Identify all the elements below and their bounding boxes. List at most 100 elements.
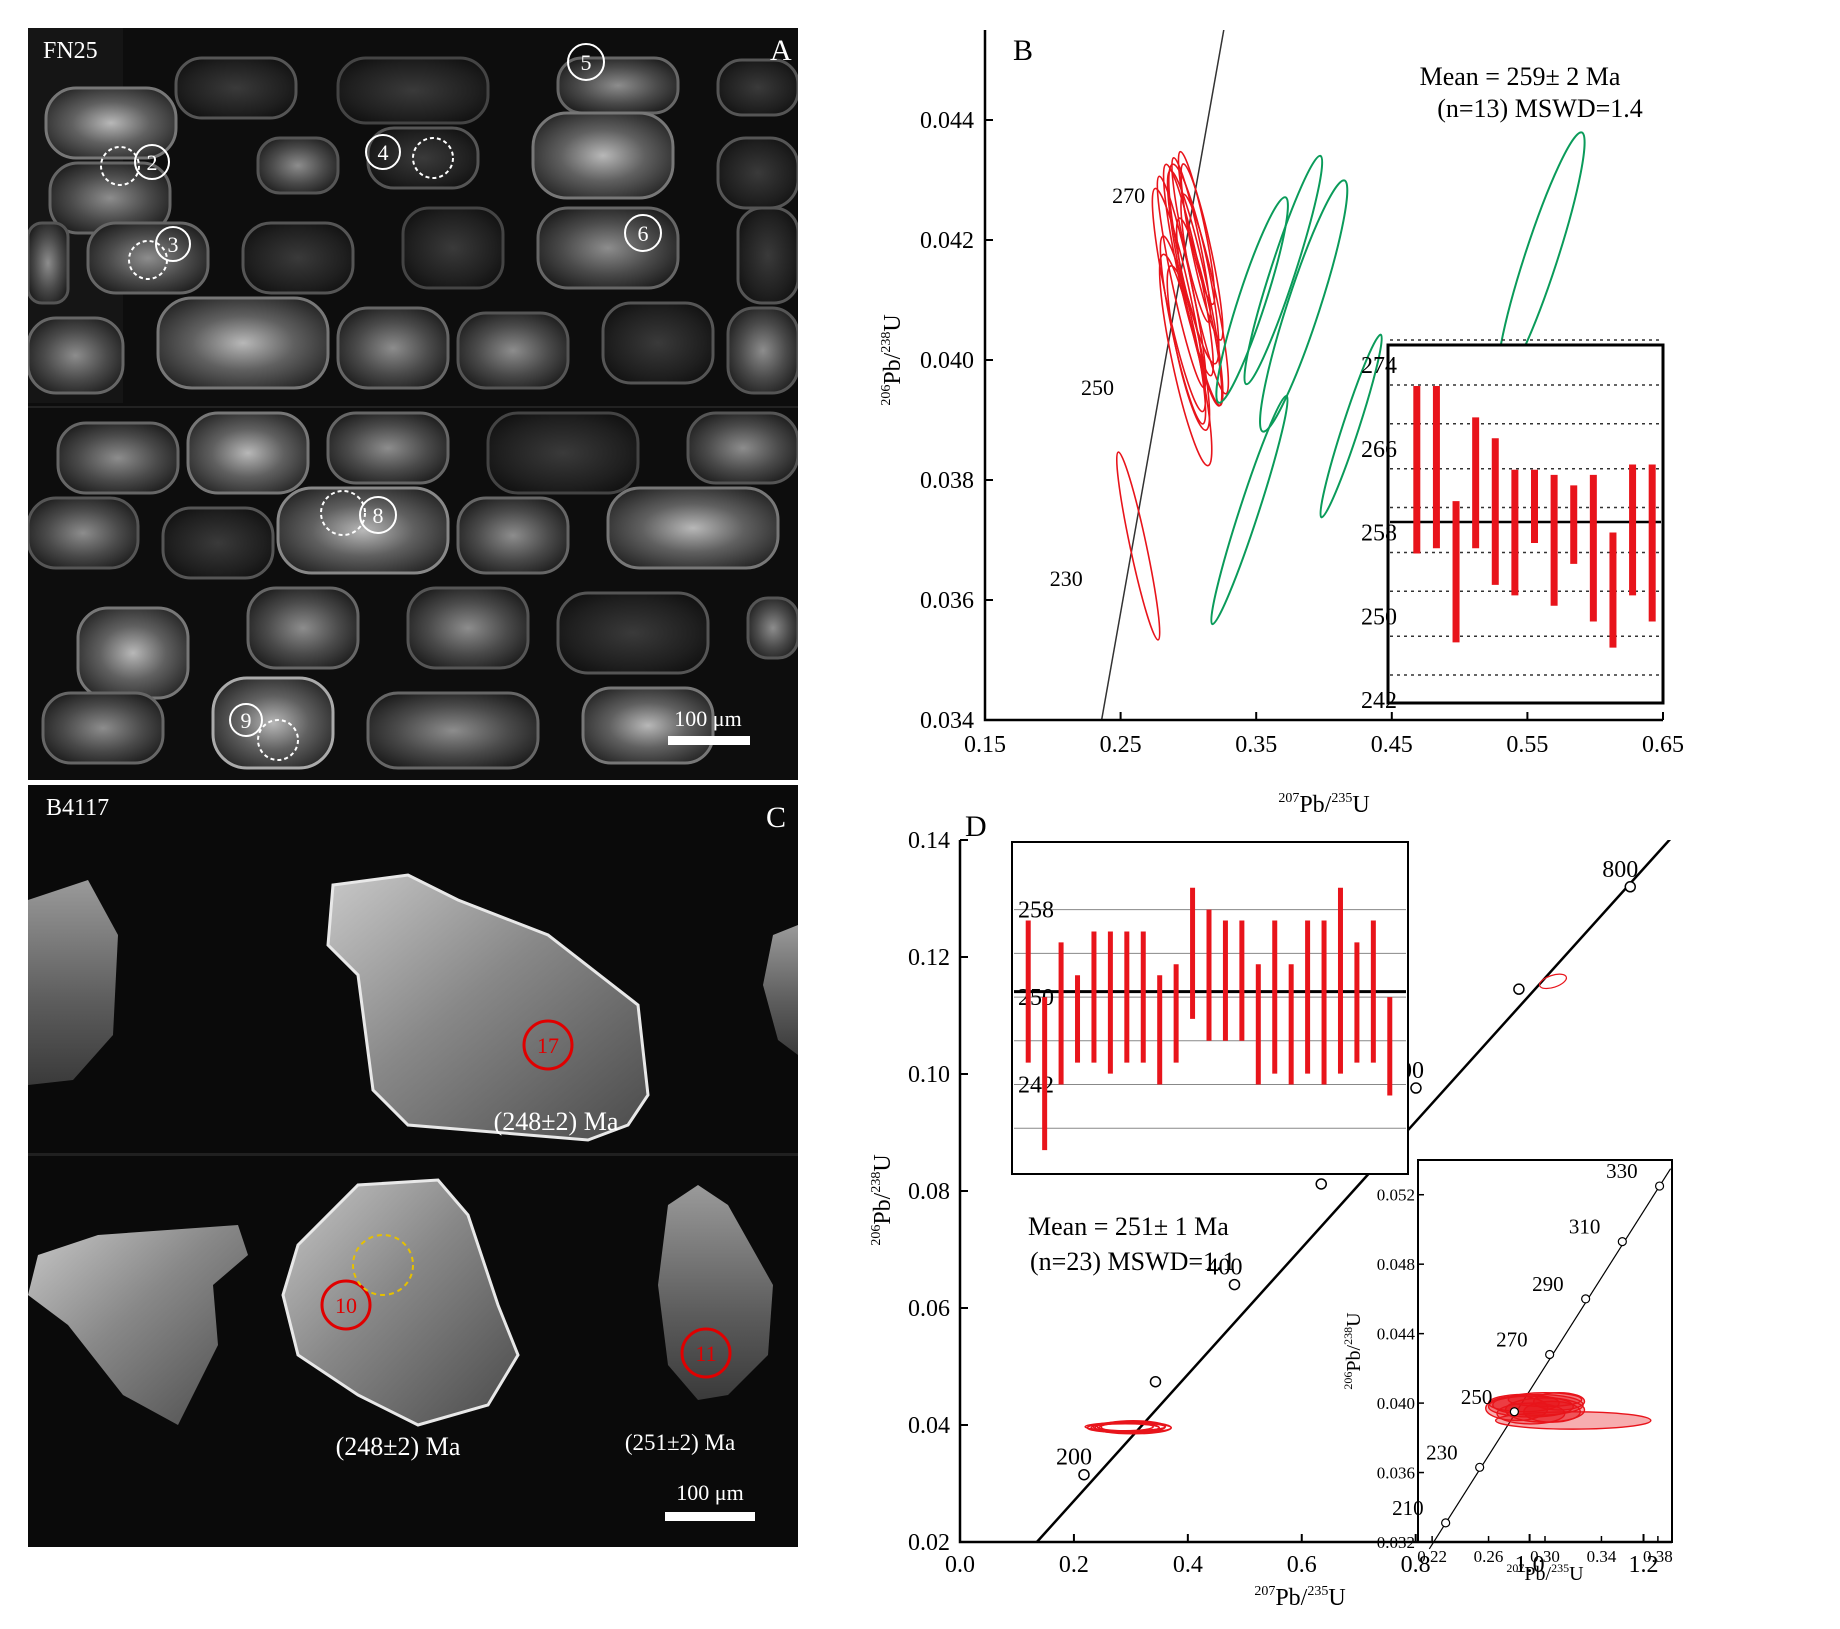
- zircon-grains: [28, 873, 798, 1427]
- error-ellipse: [1259, 179, 1349, 433]
- spot-circle: [155, 226, 191, 262]
- x-tick-label: 1.2: [1629, 1552, 1659, 1578]
- age-marker: [1475, 1462, 1485, 1472]
- error-ellipse: [1171, 157, 1212, 323]
- scale-bar: [668, 736, 750, 745]
- age-marker: [1513, 983, 1525, 995]
- inset-y-tick-label: 250: [1018, 985, 1054, 1011]
- age-marker: [1149, 1375, 1162, 1388]
- error-ellipse: [1175, 217, 1223, 407]
- y-tick-label: 0.10: [908, 1062, 950, 1088]
- age-marker: [1078, 1468, 1090, 1481]
- age-marker: [1581, 1294, 1591, 1304]
- age-marker: [1315, 1178, 1327, 1190]
- y-tick-label: 0.06: [908, 1296, 950, 1322]
- y-tick-label: 0.08: [908, 1179, 950, 1205]
- error-ellipse: [1168, 163, 1220, 365]
- x-tick-label: 0.4: [1173, 1552, 1203, 1578]
- y-tick-label: 0.04: [908, 1413, 950, 1439]
- inset-y-tick-label: 242: [1018, 1073, 1054, 1099]
- error-ellipse: [1086, 1422, 1172, 1434]
- error-ellipse: [1215, 196, 1289, 404]
- age-label: (248±2) Ma: [336, 1432, 461, 1461]
- panel-letter: A: [770, 34, 792, 67]
- x-axis-label: 207Pb/235U: [1278, 791, 1369, 818]
- spot-label: 17: [537, 1033, 559, 1058]
- error-ellipse: [1538, 973, 1568, 990]
- inset-y-tick-label: 258: [1361, 521, 1397, 547]
- y-ticks: 0.034 0.036 0.038 0.040 0.042 0.044: [920, 108, 993, 734]
- concordia-age-label: 400: [1206, 1255, 1242, 1281]
- mean-age-label: Mean = 259± 2 Ma: [1420, 62, 1621, 91]
- x-tick-label: 0.15: [964, 732, 1006, 758]
- concordia-age-label: 210: [1392, 1496, 1424, 1520]
- x-ticks: 0.15 0.25 0.35 0.45 0.55 0.65: [964, 712, 1684, 758]
- x-tick-label: 0.45: [1371, 732, 1413, 758]
- error-ellipse: [1319, 333, 1383, 519]
- x-tick-label: 0.8: [1401, 1552, 1431, 1578]
- inset-x-tick-label: 0.22: [1417, 1547, 1447, 1566]
- concordia-age-label: 330: [1606, 1159, 1638, 1183]
- error-ellipse: [1494, 1411, 1652, 1430]
- cl-image-b4117: 17 10 11 (248±2) Ma (248±2) Ma (251±2) M…: [28, 785, 798, 1547]
- age-marker: [1654, 1181, 1665, 1191]
- concordia-age-label: 230: [1426, 1440, 1458, 1464]
- age-marker: [1545, 1349, 1555, 1360]
- concordia-age-label: 200: [1056, 1445, 1092, 1471]
- spot-label: 10: [335, 1293, 357, 1318]
- sample-label: FN25: [43, 38, 98, 64]
- age-marker: [1228, 1278, 1241, 1291]
- spot-label: 9: [241, 708, 252, 733]
- spot-circle: [522, 1019, 574, 1071]
- error-ellipse: [1496, 1402, 1566, 1425]
- concordia-curve: [1100, 30, 1225, 720]
- concordia-age-label: 250: [1461, 1385, 1493, 1409]
- y-tick-label: 0.036: [920, 588, 974, 614]
- inset-y-tick-label: 258: [1018, 898, 1054, 924]
- sample-label: B4117: [46, 795, 109, 821]
- y-axis-label: 206Pb/238U: [879, 314, 906, 405]
- spot-label: 4: [378, 140, 389, 165]
- mswd-label: (n=13) MSWD=1.4: [1437, 94, 1643, 123]
- concordia-age-label: 270: [1496, 1327, 1528, 1351]
- inset-y-tick-label: 266: [1361, 437, 1397, 463]
- spot-circle: [134, 144, 170, 180]
- concordia-age-label: 290: [1532, 1272, 1564, 1296]
- spot-circle: [365, 134, 401, 170]
- error-ellipse: [1151, 187, 1207, 413]
- panel-letter: C: [766, 801, 786, 834]
- age-marker: [1624, 881, 1636, 893]
- x-tick-label: 0.65: [1642, 732, 1684, 758]
- inset-y-tick-label: 0.044: [1377, 1325, 1416, 1344]
- x-ticks: 0.0 0.2 0.4 0.6 0.8 1.0 1.2: [945, 1534, 1659, 1578]
- inset-y-tick-label: 242: [1361, 688, 1397, 714]
- inset-x-tick-label: 0.38: [1643, 1547, 1673, 1566]
- x-axis-label: 207Pb/235U: [1254, 1584, 1345, 1611]
- x-tick-label: 0.55: [1506, 732, 1548, 758]
- age-label: (248±2) Ma: [494, 1107, 619, 1136]
- scale-bar: [665, 1512, 755, 1521]
- age-marker: [1509, 1407, 1519, 1417]
- mswd-label: (n=23) MSWD=1.1: [1030, 1247, 1236, 1276]
- x-tick-label: 1.0: [1515, 1552, 1545, 1578]
- inset-bars: 258 250 242: [1014, 887, 1406, 1151]
- zircon-grains: [28, 56, 798, 770]
- spot-label: 3: [168, 232, 179, 257]
- inset-y-tick-label: 0.036: [1377, 1464, 1415, 1483]
- concordia-age-label: 310: [1569, 1215, 1601, 1239]
- age-marker: [1410, 1082, 1422, 1094]
- error-ellipse: [1210, 394, 1289, 626]
- age-marker: [1617, 1237, 1627, 1247]
- inset-concordia-zoom: [1417, 1159, 1673, 1543]
- x-tick-label: 0.0: [945, 1552, 975, 1578]
- spot-label: 11: [695, 1341, 716, 1366]
- mean-age-label: Mean = 251± 1 Ma: [1028, 1212, 1229, 1241]
- y-tick-label: 0.034: [920, 708, 974, 734]
- age-label: (251±2) Ma: [625, 1430, 735, 1455]
- panel-letter: D: [965, 810, 987, 843]
- error-ellipse: [1115, 451, 1161, 641]
- scale-label: 100 μm: [674, 706, 741, 731]
- concordia-age-labels: 270 250 230: [1050, 183, 1145, 591]
- spot-circle: [320, 1279, 372, 1331]
